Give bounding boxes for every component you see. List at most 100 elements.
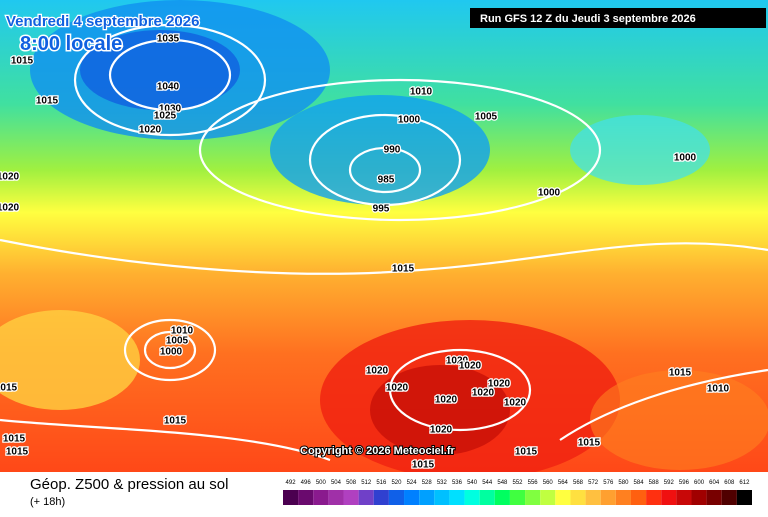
legend-swatch (600, 490, 616, 505)
run-box (470, 8, 766, 28)
legend-swatch (555, 490, 571, 505)
legend-tick-label: 584 (634, 480, 645, 486)
legend-tick-label: 504 (331, 480, 342, 486)
isobar-label: 1000 (674, 153, 697, 164)
isobar-label: 1010 (171, 326, 194, 337)
isobar-label: 1040 (157, 82, 180, 93)
legend-swatch (358, 490, 374, 505)
legend-swatch (434, 490, 450, 505)
legend-tick-label: 568 (573, 480, 584, 486)
legend-swatch (615, 490, 631, 505)
isobar-label: 1000 (538, 188, 561, 199)
legend-tick-label: 596 (679, 480, 690, 486)
legend-swatch (464, 490, 480, 505)
legend-tick-label: 536 (452, 480, 463, 486)
legend-swatch (404, 490, 420, 505)
isobar-label: 1020 (446, 356, 469, 367)
isobar-label: 1015 (36, 96, 59, 107)
legend-tick-label: 572 (588, 480, 599, 486)
isobars (0, 23, 768, 462)
legend-swatch (509, 490, 526, 505)
legend-swatch (661, 490, 677, 505)
isobar-label: 1030 (159, 104, 182, 115)
legend-tick-label: 516 (376, 480, 387, 486)
legend-swatch (736, 490, 752, 505)
legend-swatch (479, 490, 495, 505)
legend-swatch (630, 490, 647, 505)
isobar-label: 995 (373, 204, 390, 215)
legend-swatch (570, 490, 586, 505)
legend-swatch (494, 490, 510, 505)
legend-tick-label: 552 (512, 480, 523, 486)
time-text: 8:00 locale (20, 33, 122, 55)
legend-swatch (721, 490, 737, 505)
legend-swatch (449, 490, 465, 505)
legend-tick-label: 520 (391, 480, 402, 486)
isobar-label: 990 (384, 145, 401, 156)
isobar-label: 1015 (164, 416, 187, 427)
legend-tick-label: 580 (618, 480, 629, 486)
isobar-label: 1015 (669, 368, 692, 379)
legend-tick-label: 588 (649, 480, 660, 486)
isobar-label: 1020 (435, 395, 458, 406)
copyright: Copyright © 2026 Meteociel.fr (300, 445, 456, 457)
legend-tick-label: 540 (467, 480, 478, 486)
isobar-label: 1015 (3, 434, 26, 445)
date-text: Vendredi 4 septembre 2026 (6, 13, 199, 30)
isobar-label: 1020 (488, 379, 511, 390)
legend-swatch (343, 490, 359, 505)
isobar-label: 1000 (398, 115, 421, 126)
isobar-label: 1015 (412, 460, 435, 471)
isobar-label: 1020 (0, 172, 20, 183)
legend-swatch (585, 490, 601, 505)
legend-tick-label: 592 (664, 480, 675, 486)
isobar-label: 1015 (515, 447, 538, 458)
isobar-label: 1015 (0, 383, 18, 394)
isobar-label: 1010 (707, 384, 730, 395)
isobar-label: 1020 (366, 366, 389, 377)
legend-tick-label: 496 (301, 480, 312, 486)
legend-tick-label: 508 (346, 480, 357, 486)
legend-swatch (646, 490, 662, 505)
isobar-label: 1020 (504, 398, 527, 409)
isobar-label: 1015 (11, 56, 34, 67)
footer-title: Géop. Z500 & pression au sol (30, 476, 228, 493)
legend-swatch (298, 490, 314, 505)
legend-tick-label: 604 (709, 480, 720, 486)
legend-swatch (525, 490, 541, 505)
isobar-label: 1020 (0, 203, 20, 214)
isobar-label: 1020 (386, 383, 409, 394)
legend-tick-label: 564 (558, 480, 569, 486)
legend-tick-label: 528 (422, 480, 433, 486)
legend-tick-label: 524 (407, 480, 418, 486)
isobar-label: 1005 (166, 336, 189, 347)
legend-swatch (388, 490, 405, 505)
isobar-label: 1015 (6, 447, 29, 458)
isobar-label: 1025 (154, 111, 177, 122)
legend-tick-label: 608 (724, 480, 735, 486)
isobar-label: 1020 (139, 125, 162, 136)
isobar-label: 1015 (578, 438, 601, 449)
legend-tick-label: 560 (543, 480, 554, 486)
legend-tick-label: 612 (739, 480, 750, 486)
isobar-label: 1000 (160, 347, 183, 358)
legend-swatch (419, 490, 435, 505)
legend-swatch (373, 490, 389, 505)
legend-tick-label: 512 (361, 480, 372, 486)
legend-swatch (706, 490, 722, 505)
isobar-label: 1020 (430, 425, 453, 436)
legend-tick-label: 548 (497, 480, 508, 486)
legend-swatch (691, 490, 707, 505)
isobar-label: 1020 (459, 361, 482, 372)
run-text: Run GFS 12 Z du Jeudi 3 septembre 2026 (480, 13, 696, 25)
legend-tick-label: 556 (528, 480, 539, 486)
legend-swatch (328, 490, 344, 505)
legend-swatch (540, 490, 556, 505)
legend-swatch (313, 490, 329, 505)
legend-swatch (283, 490, 299, 505)
legend-tick-label: 576 (603, 480, 614, 486)
legend-tick-label: 492 (286, 480, 297, 486)
legend-tick-label: 544 (482, 480, 493, 486)
isobar-label: 985 (378, 175, 395, 186)
